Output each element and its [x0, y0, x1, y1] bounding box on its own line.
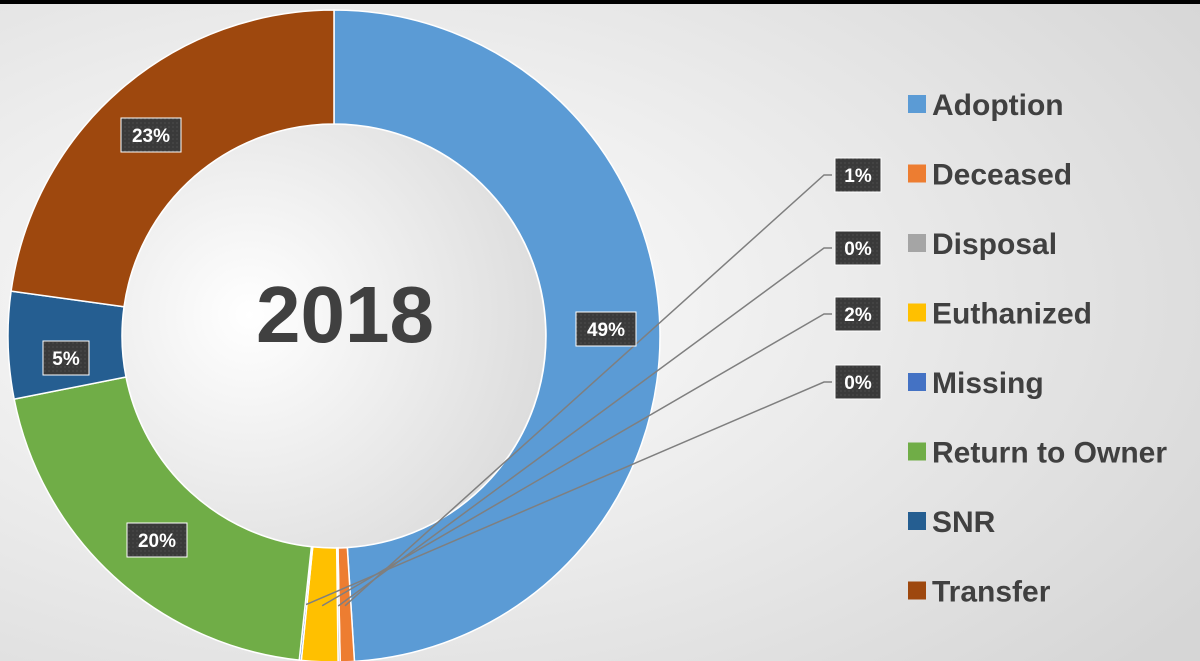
legend-label-deceased: Deceased	[932, 159, 1072, 192]
legend: Adoption Deceased Disposal Euthanized Missin…	[908, 89, 1167, 609]
slice-transfer	[10, 9, 335, 308]
chart-title: 2018	[256, 270, 434, 359]
data-label-box-euthanized	[834, 296, 882, 332]
legend-label-transfer: Transfer	[932, 576, 1051, 609]
donut-center	[123, 125, 545, 547]
leader-line-disposal	[337, 247, 832, 607]
data-label-box-adoption	[575, 311, 637, 347]
data-label-box-transfer	[120, 117, 182, 153]
legend-swatch-deceased	[908, 164, 926, 183]
data-label-disposal: 0%	[844, 239, 872, 260]
legend-swatch-adoption	[908, 95, 926, 113]
slice-adoption	[333, 9, 661, 661]
data-label-box-return-to-owner	[126, 522, 188, 558]
leader-lines	[305, 174, 832, 607]
legend-label-missing: Missing	[932, 367, 1044, 400]
legend-swatch-transfer	[908, 581, 926, 600]
data-label-deceased: 1%	[844, 166, 872, 187]
legend-label-return-to-owner: Return to Owner	[932, 437, 1167, 470]
data-label-adoption: 49%	[587, 320, 625, 341]
data-label-box-missing	[834, 364, 882, 400]
leader-line-missing	[305, 381, 832, 606]
data-label-box-deceased	[834, 157, 882, 193]
data-label-euthanized: 2%	[844, 305, 872, 326]
legend-swatch-return-to-owner	[908, 442, 926, 461]
legend-label-disposal: Disposal	[932, 228, 1057, 261]
legend-label-adoption: Adoption	[932, 89, 1064, 122]
legend-swatch-euthanized	[908, 303, 926, 322]
data-label-transfer: 23%	[132, 126, 170, 147]
legend-swatch-missing	[908, 373, 926, 391]
data-label-box-snr	[42, 340, 90, 376]
donut-hole	[123, 125, 545, 547]
donut-slices	[7, 9, 661, 661]
leader-line-deceased	[344, 174, 832, 607]
leader-line-euthanized	[321, 313, 832, 607]
data-label-missing: 0%	[844, 373, 872, 394]
data-label-return-to-owner: 20%	[138, 531, 176, 552]
legend-swatch-snr	[908, 512, 926, 530]
data-label-box-disposal	[834, 230, 882, 266]
legend-swatch-disposal	[908, 234, 926, 252]
data-label-snr: 5%	[52, 349, 80, 370]
slice-return-to-owner	[13, 376, 313, 661]
data-labels: 49% 1% 0% 2% 0% 20% 5% 23%	[42, 117, 882, 558]
legend-label-snr: SNR	[932, 506, 996, 539]
legend-label-euthanized: Euthanized	[932, 298, 1092, 331]
